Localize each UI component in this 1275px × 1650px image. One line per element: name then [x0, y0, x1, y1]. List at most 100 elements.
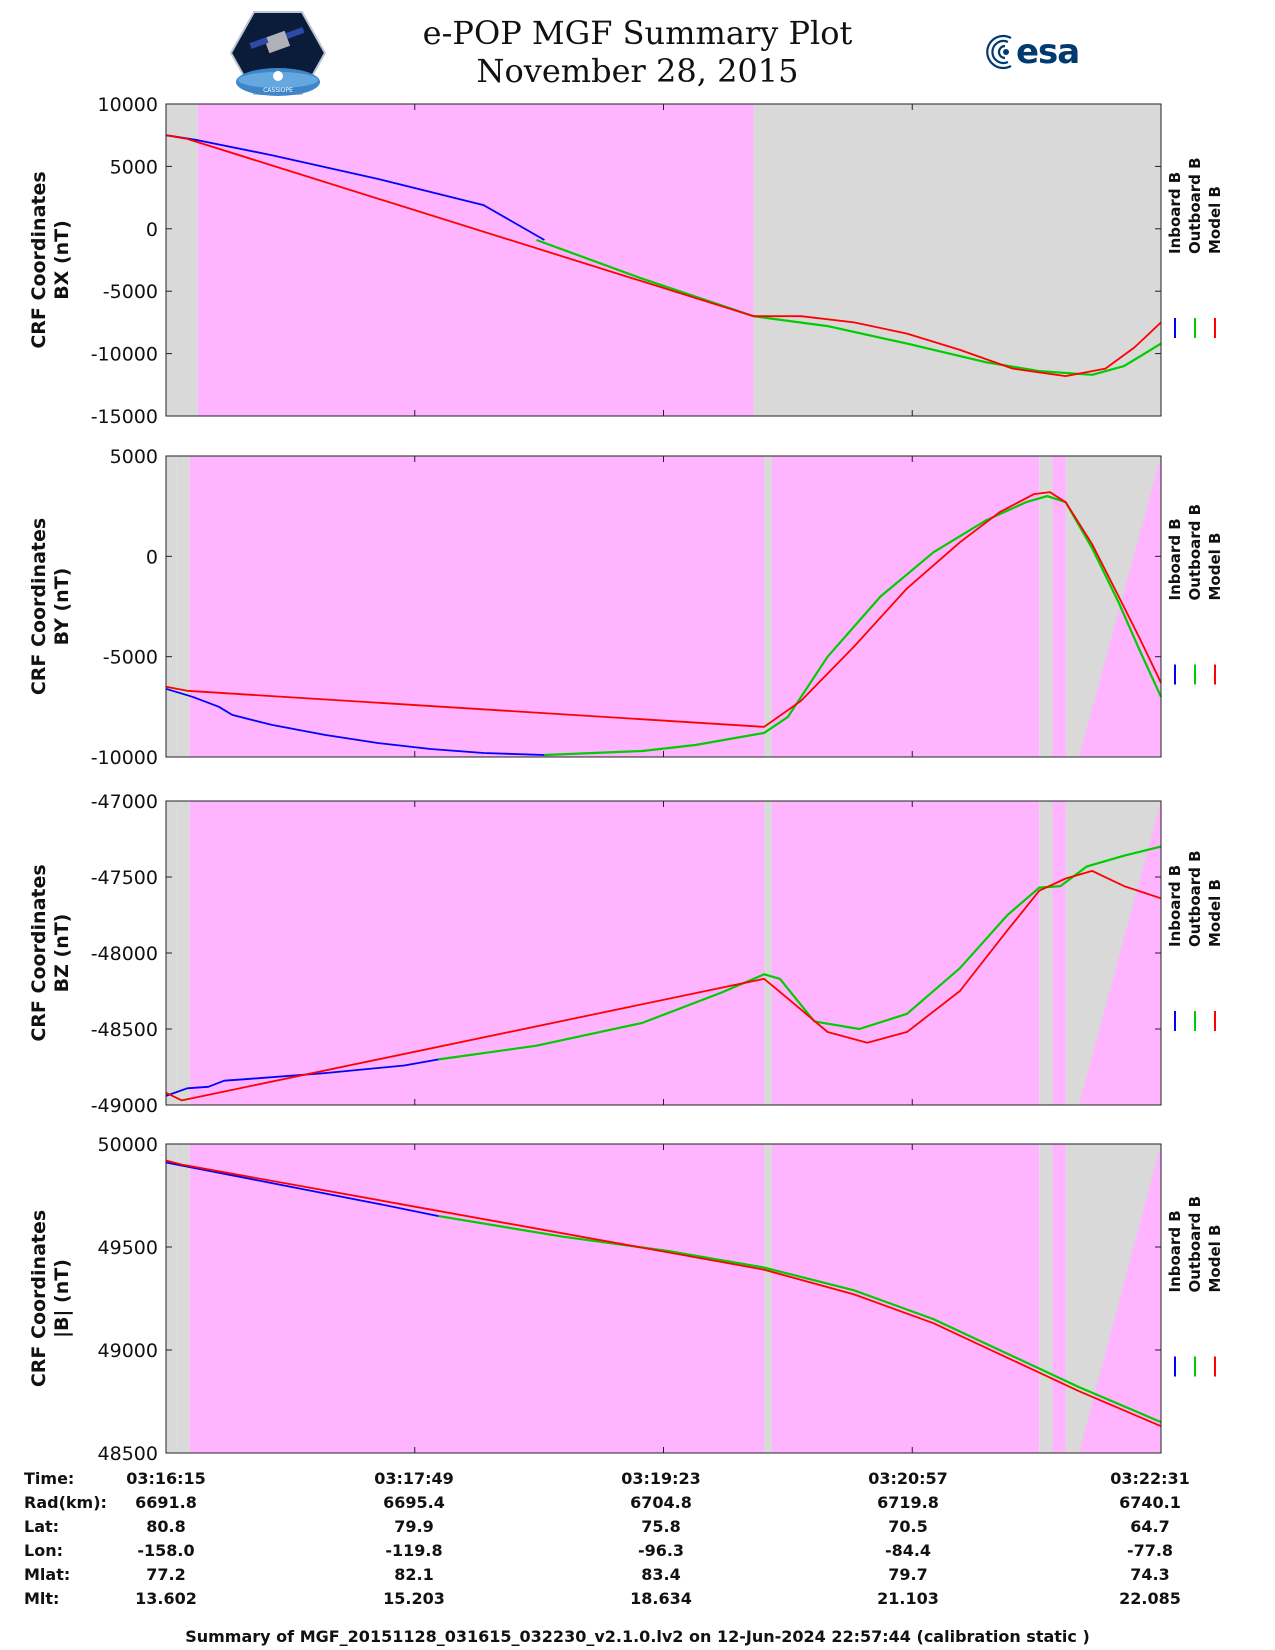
background-span [753, 104, 1161, 416]
y-tick-label: -47000 [91, 791, 158, 813]
background-span [1065, 456, 1161, 757]
legend-label: Inboard B [1166, 172, 1184, 254]
legend-label: Outboard B [1186, 504, 1204, 601]
orbit-row-label: Lon: [24, 1541, 63, 1560]
series-line-outboard [438, 1215, 1162, 1424]
y-tick-label: -10000 [91, 747, 158, 769]
background-span [764, 456, 772, 757]
chart-panel-bz: -47000 -47500 -48000 -48500 -49000 CRF Coordi… [28, 791, 1224, 1117]
y-tick-label: -15000 [91, 406, 158, 428]
legend-label: Model B [1206, 533, 1224, 601]
chart-panel-bmag: 50000 49500 49000 48500 CRF Coordinates |B| (… [28, 1134, 1224, 1465]
y-axis-label-line1: CRF Coordinates [28, 518, 50, 695]
y-tick-label: 49500 [98, 1237, 158, 1259]
series-line-inboard [165, 134, 545, 241]
y-tick-label: -49000 [91, 1095, 158, 1117]
y-axis-label-line2: BY (nT) [51, 568, 73, 646]
y-tick-label: 0 [146, 546, 158, 568]
y-tick-label: -48500 [91, 1019, 158, 1041]
background-span [166, 104, 198, 416]
legend-label: Inboard B [1166, 1210, 1184, 1292]
orbit-value: 6719.8 [877, 1493, 939, 1512]
background-span [189, 801, 765, 1105]
epop-mission-logo: CASSIOPE [230, 11, 326, 96]
y-axis-label-line2: BX (nT) [51, 220, 73, 300]
svg-text:CASSIOPE: CASSIOPE [263, 87, 293, 94]
orbit-value: 03:16:15 [126, 1469, 206, 1488]
chart-panel-bx: 10000 5000 0 -5000 -10000 -15000 CRF Coordinat… [28, 94, 1224, 428]
legend-label: Model B [1206, 186, 1224, 254]
series-line-model [165, 870, 1162, 1102]
legend-label: Outboard B [1186, 157, 1204, 254]
orbit-value: 83.4 [641, 1565, 681, 1584]
summary-footer: Summary of MGF_20151128_031615_032230_v2… [185, 1627, 1090, 1646]
series-line-outboard [544, 495, 1162, 757]
legend-label: Inboard B [1166, 865, 1184, 947]
series-line-model [165, 491, 1162, 728]
y-tick-label: 50000 [98, 1134, 158, 1156]
background-span [771, 801, 1040, 1105]
orbit-value: 6740.1 [1119, 1493, 1181, 1512]
background-span [166, 456, 177, 757]
orbit-row-label: Time: [24, 1469, 75, 1488]
series-line-outboard [536, 238, 1162, 376]
orbit-value: 03:20:57 [868, 1469, 948, 1488]
orbit-value: 21.103 [877, 1589, 939, 1608]
y-axis-label-line1: CRF Coordinates [28, 171, 50, 348]
y-tick-label: 0 [146, 219, 158, 241]
background-span [764, 1144, 772, 1453]
background-span [197, 104, 754, 416]
y-axis-label-line1: CRF Coordinates [28, 1210, 50, 1387]
series-line-inboard [165, 687, 545, 756]
background-span [1065, 1144, 1161, 1453]
orbit-value: 77.2 [146, 1565, 186, 1584]
orbit-value: 03:19:23 [621, 1469, 701, 1488]
legend-label: Inboard B [1166, 518, 1184, 600]
y-tick-label: -5000 [103, 281, 158, 303]
orbit-value: 74.3 [1130, 1565, 1170, 1584]
background-span [1065, 801, 1161, 1105]
y-tick-label: 5000 [110, 446, 158, 468]
chart-panel-by: 5000 0 -5000 -10000 CRF Coordinates BY (nT) In… [28, 446, 1224, 769]
background-span [1052, 801, 1066, 1105]
orbit-value: 03:22:31 [1110, 1469, 1190, 1488]
background-span [771, 456, 1040, 757]
y-tick-label: 5000 [110, 156, 158, 178]
background-span [176, 801, 190, 1105]
y-tick-label: 10000 [98, 94, 158, 116]
orbit-value: 22.085 [1119, 1589, 1181, 1608]
y-axis-label-line1: CRF Coordinates [28, 864, 50, 1041]
y-tick-label: 48500 [98, 1443, 158, 1465]
orbit-value: -84.4 [884, 1541, 932, 1560]
orbit-row-label: Mlt: [24, 1589, 60, 1608]
y-tick-label: -5000 [103, 647, 158, 669]
series-line-model [165, 134, 1162, 378]
series-line-model [165, 1159, 1162, 1428]
orbit-value: 64.7 [1130, 1517, 1170, 1536]
orbit-value: -96.3 [637, 1541, 685, 1560]
orbit-value: 18.634 [630, 1589, 692, 1608]
orbit-value: -119.8 [385, 1541, 443, 1560]
orbit-row-label: Rad(km): [24, 1493, 107, 1512]
orbit-value: 79.7 [888, 1565, 928, 1584]
orbit-row-label: Mlat: [24, 1565, 71, 1584]
background-span [1052, 1144, 1066, 1453]
background-span [1052, 456, 1066, 757]
background-span [771, 1144, 1040, 1453]
orbit-row-label: Lat: [24, 1517, 60, 1536]
legend-label: Outboard B [1186, 850, 1204, 947]
background-span [176, 456, 190, 757]
orbit-value: 15.203 [383, 1589, 445, 1608]
background-span [1039, 456, 1053, 757]
y-axis-label-line2: |B| (nT) [51, 1259, 73, 1338]
y-tick-label: -47500 [91, 867, 158, 889]
y-tick-label: -10000 [91, 344, 158, 366]
background-span [176, 1144, 190, 1453]
background-span [189, 1144, 765, 1453]
background-span [764, 801, 772, 1105]
orbit-value: -77.8 [1126, 1541, 1174, 1560]
legend-label: Model B [1206, 1225, 1224, 1293]
orbit-value: 80.8 [146, 1517, 186, 1536]
plot-title: e-POP MGF Summary Plot [422, 14, 853, 52]
